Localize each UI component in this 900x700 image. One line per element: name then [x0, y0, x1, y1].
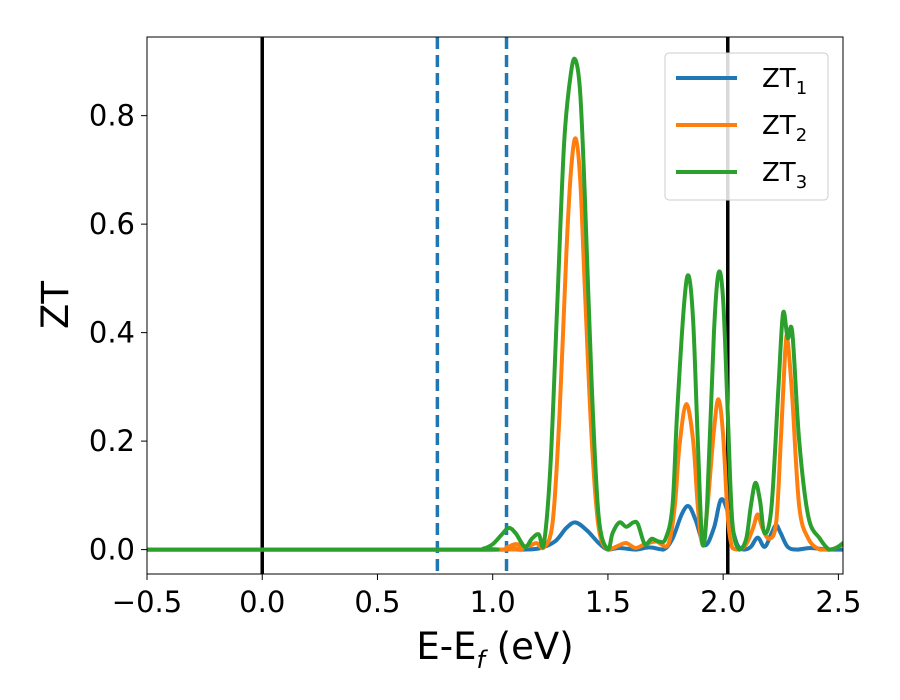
y-axis-title: ZT	[34, 281, 77, 329]
x-axis-title-suffix: (eV)	[485, 625, 574, 668]
y-tick-label: 0.8	[89, 99, 135, 133]
series-line-zt3	[147, 56, 843, 552]
x-tick-label: 2.0	[700, 585, 746, 619]
legend-label-zt2: ZT2	[762, 111, 807, 146]
y-tick-label: 0.4	[89, 316, 135, 350]
x-tick-label: 1.0	[470, 585, 516, 619]
series-layer	[147, 56, 843, 552]
x-axis-title: E-Ef (eV)	[416, 625, 573, 674]
x-tick-label: 2.5	[815, 585, 861, 619]
plot-frame	[146, 36, 844, 575]
y-axis: 0.0 0.2 0.4 0.6 0.8	[89, 99, 147, 567]
series-line-zt2	[147, 136, 843, 552]
y-tick-label: 0.2	[89, 424, 135, 458]
x-tick-label: 0.5	[354, 585, 400, 619]
x-tick-label: 0.0	[239, 585, 285, 619]
legend-label-zt1: ZT1	[762, 64, 807, 99]
x-tick-label: −0.5	[112, 585, 182, 619]
x-tick-label: 1.5	[585, 585, 631, 619]
x-axis-title-base: E-E	[416, 625, 476, 668]
y-tick-label: 0.0	[89, 533, 135, 567]
legend-label-zt3: ZT3	[762, 158, 807, 193]
legend: ZT1 ZT2 ZT3	[664, 52, 829, 201]
legend-box	[664, 52, 829, 201]
x-axis: −0.5 0.0 0.5 1.0 1.5 2.0 2.5	[112, 574, 861, 619]
y-tick-label: 0.6	[89, 207, 135, 241]
